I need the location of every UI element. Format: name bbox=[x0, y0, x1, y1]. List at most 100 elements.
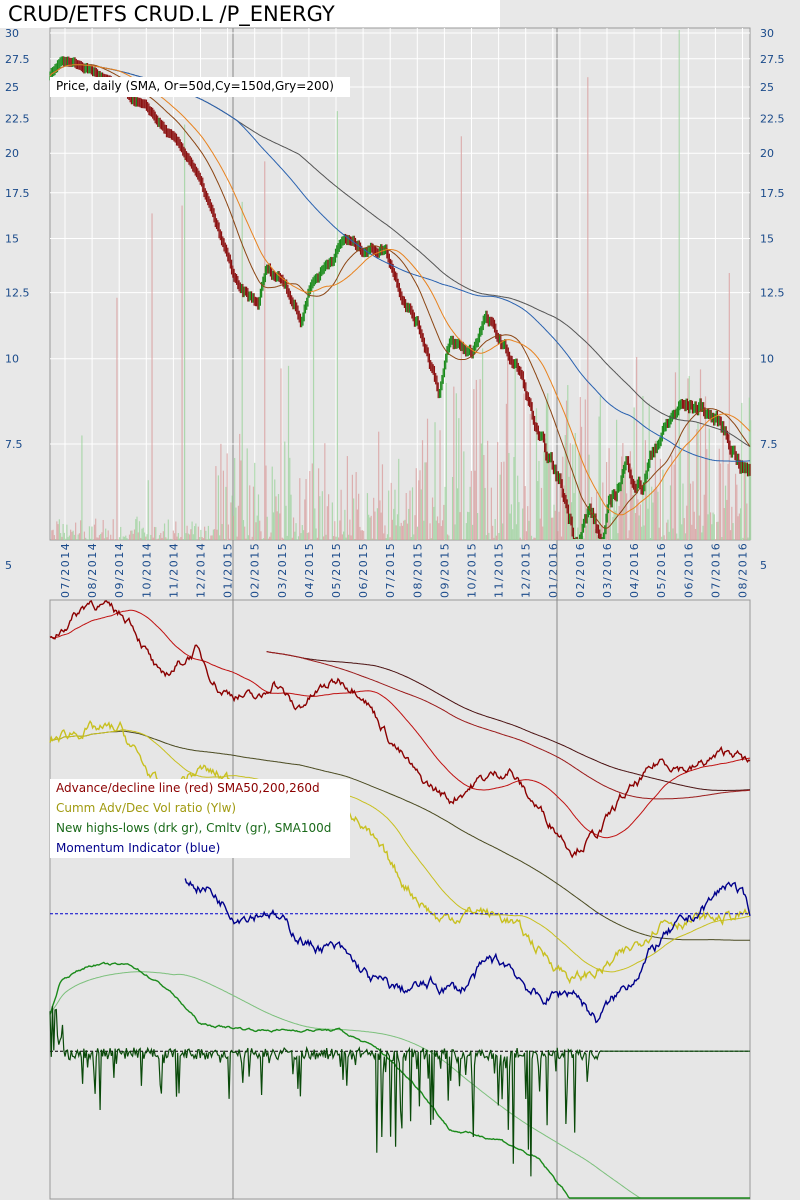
volume-bar bbox=[295, 523, 297, 540]
volume-bar bbox=[371, 538, 374, 540]
volume-bar bbox=[229, 538, 231, 540]
volume-bar bbox=[214, 529, 216, 540]
volume-bar bbox=[597, 535, 599, 540]
cum-vol-sma200-line bbox=[49, 730, 750, 941]
volume-bar bbox=[65, 538, 67, 540]
volume-bar bbox=[355, 472, 357, 540]
volume-bar bbox=[519, 537, 521, 540]
x-tick-label: 08/2015 bbox=[411, 542, 424, 598]
volume-bar bbox=[265, 465, 267, 540]
volume-bar bbox=[291, 537, 293, 540]
volume-bar bbox=[639, 504, 642, 540]
volume-bar bbox=[170, 538, 172, 540]
volume-bar bbox=[533, 537, 535, 540]
volume-bar bbox=[77, 534, 79, 540]
breadth-y-tick-right: 5 bbox=[760, 559, 767, 572]
volume-bar bbox=[426, 418, 429, 540]
volume-bar bbox=[689, 483, 692, 540]
volume-bar bbox=[564, 435, 566, 540]
volume-bar bbox=[116, 297, 118, 540]
volume-bar bbox=[309, 471, 311, 540]
volume-bar bbox=[117, 539, 119, 540]
volume-bar bbox=[418, 480, 420, 540]
volume-bar bbox=[636, 357, 638, 540]
volume-bar bbox=[260, 531, 262, 540]
volume-bar bbox=[157, 538, 159, 540]
volume-bar bbox=[95, 518, 97, 540]
volume-bar bbox=[239, 433, 241, 540]
volume-bar bbox=[723, 508, 725, 540]
y-tick-label-right: 30 bbox=[760, 27, 774, 40]
volume-bar bbox=[510, 504, 513, 540]
volume-bar bbox=[479, 379, 481, 540]
volume-bar bbox=[696, 429, 698, 540]
volume-bar bbox=[663, 535, 665, 540]
volume-bar bbox=[722, 426, 724, 540]
volume-bar bbox=[261, 539, 263, 540]
y-tick-label-left: 10 bbox=[5, 353, 19, 366]
volume-bar bbox=[197, 526, 199, 540]
volume-bar bbox=[53, 535, 55, 540]
volume-bar bbox=[701, 532, 703, 540]
volume-bar bbox=[474, 470, 476, 540]
volume-bar bbox=[585, 525, 588, 540]
volume-bar bbox=[368, 514, 370, 540]
volume-bar bbox=[354, 538, 356, 540]
volume-bar bbox=[85, 537, 87, 540]
volume-bar bbox=[156, 539, 158, 540]
volume-bar bbox=[194, 526, 196, 540]
volume-bar bbox=[222, 470, 225, 540]
volume-bar bbox=[435, 520, 437, 540]
ad-sma200-line bbox=[266, 651, 751, 800]
volume-bar bbox=[513, 457, 515, 540]
y-tick-label-right: 10 bbox=[760, 353, 774, 366]
y-tick-label-right: 22.5 bbox=[760, 112, 785, 125]
x-tick-label: 04/2016 bbox=[628, 542, 641, 598]
y-tick-label-right: 25 bbox=[760, 81, 774, 94]
volume-bar bbox=[632, 494, 634, 540]
x-tick-label: 07/2016 bbox=[709, 542, 722, 598]
volume-bar bbox=[641, 526, 643, 540]
volume-bar bbox=[311, 463, 313, 540]
volume-bar bbox=[527, 506, 529, 540]
volume-bar bbox=[535, 408, 538, 540]
x-tick-label: 12/2015 bbox=[520, 542, 533, 598]
volume-bar bbox=[416, 526, 419, 540]
volume-bar bbox=[216, 529, 218, 540]
volume-bar bbox=[524, 486, 526, 540]
volume-bar bbox=[559, 474, 561, 540]
volume-bar bbox=[742, 537, 744, 540]
volume-bar bbox=[569, 443, 571, 540]
volume-bar bbox=[255, 522, 257, 540]
volume-bar bbox=[456, 488, 459, 540]
volume-bar bbox=[249, 485, 251, 540]
volume-bar bbox=[732, 523, 734, 540]
volume-bar bbox=[504, 539, 506, 540]
volume-bar bbox=[567, 385, 569, 540]
volume-bar bbox=[281, 537, 283, 540]
volume-bar bbox=[138, 521, 141, 540]
volume-bar bbox=[162, 531, 164, 540]
volume-bar bbox=[70, 529, 72, 540]
volume-bar bbox=[301, 525, 303, 540]
volume-bar bbox=[339, 520, 341, 540]
volume-bar bbox=[413, 534, 415, 540]
volume-bar bbox=[683, 518, 685, 540]
volume-bar bbox=[374, 511, 376, 540]
volume-bar bbox=[267, 538, 270, 540]
y-tick-label-left: 27.5 bbox=[5, 53, 30, 66]
highs-lows-sma100-line bbox=[49, 971, 750, 1199]
volume-bar bbox=[505, 403, 508, 540]
volume-bar bbox=[340, 489, 342, 540]
volume-bar bbox=[425, 462, 427, 540]
volume-bar bbox=[207, 525, 209, 540]
volume-bar bbox=[668, 531, 670, 540]
volume-bar bbox=[515, 524, 518, 540]
volume-bar bbox=[483, 455, 485, 540]
x-tick-label: 09/2014 bbox=[113, 542, 126, 598]
volume-bar bbox=[443, 504, 445, 540]
volume-bar bbox=[721, 537, 723, 540]
volume-bar bbox=[394, 489, 396, 540]
volume-bar bbox=[247, 535, 250, 540]
volume-bar bbox=[687, 378, 689, 540]
